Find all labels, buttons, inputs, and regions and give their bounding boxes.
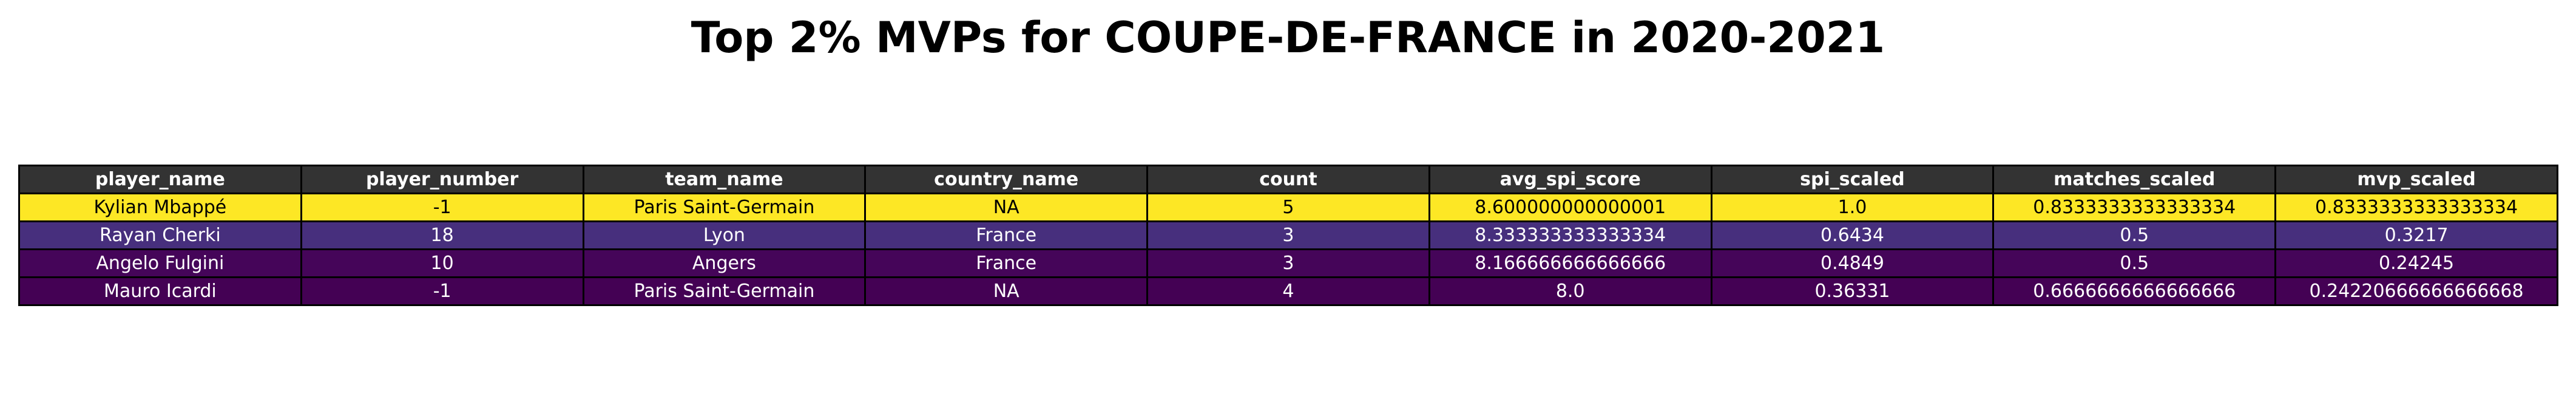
cell-country-name: France bbox=[864, 248, 1149, 278]
table-row: Mauro Icardi -1 Paris Saint-Germain NA 4 8.0 0… bbox=[18, 276, 2558, 306]
column-header-player-name: player_name bbox=[18, 165, 302, 194]
cell-spi-scaled: 0.4849 bbox=[1710, 248, 1995, 278]
cell-country-name: France bbox=[864, 220, 1149, 250]
column-header-mvp-scaled: mvp_scaled bbox=[2274, 165, 2558, 194]
table-row: Rayan Cherki 18 Lyon France 3 8.3333333333333… bbox=[18, 220, 2558, 250]
column-header-player-number: player_number bbox=[300, 165, 584, 194]
cell-player-name: Kylian Mbappé bbox=[18, 193, 302, 222]
cell-matches-scaled: 0.5 bbox=[1992, 248, 2277, 278]
cell-team-name: Paris Saint-Germain bbox=[582, 193, 867, 222]
cell-matches-scaled: 0.6666666666666666 bbox=[1992, 276, 2277, 306]
column-header-team-name: team_name bbox=[582, 165, 867, 194]
cell-count: 5 bbox=[1146, 193, 1430, 222]
table-row: Kylian Mbappé -1 Paris Saint-Germain NA 5 8.6… bbox=[18, 193, 2558, 222]
cell-team-name: Lyon bbox=[582, 220, 867, 250]
cell-player-number: 10 bbox=[300, 248, 584, 278]
cell-matches-scaled: 0.5 bbox=[1992, 220, 2277, 250]
cell-avg-spi-score: 8.0 bbox=[1428, 276, 1712, 306]
cell-spi-scaled: 0.36331 bbox=[1710, 276, 1995, 306]
cell-avg-spi-score: 8.600000000000001 bbox=[1428, 193, 1712, 222]
cell-spi-scaled: 1.0 bbox=[1710, 193, 1995, 222]
cell-team-name: Paris Saint-Germain bbox=[582, 276, 867, 306]
cell-count: 4 bbox=[1146, 276, 1430, 306]
cell-avg-spi-score: 8.333333333333334 bbox=[1428, 220, 1712, 250]
header-row: player_name player_number team_name coun… bbox=[18, 165, 2558, 194]
column-header-country-name: country_name bbox=[864, 165, 1149, 194]
cell-mvp-scaled: 0.3217 bbox=[2274, 220, 2558, 250]
cell-player-name: Angelo Fulgini bbox=[18, 248, 302, 278]
cell-count: 3 bbox=[1146, 220, 1430, 250]
cell-player-number: -1 bbox=[300, 193, 584, 222]
cell-player-name: Mauro Icardi bbox=[18, 276, 302, 306]
mvp-table: player_name player_number team_name coun… bbox=[18, 165, 2558, 306]
cell-player-number: 18 bbox=[300, 220, 584, 250]
cell-mvp-scaled: 0.8333333333333334 bbox=[2274, 193, 2558, 222]
cell-player-name: Rayan Cherki bbox=[18, 220, 302, 250]
column-header-count: count bbox=[1146, 165, 1430, 194]
cell-country-name: NA bbox=[864, 276, 1149, 306]
cell-country-name: NA bbox=[864, 193, 1149, 222]
cell-spi-scaled: 0.6434 bbox=[1710, 220, 1995, 250]
cell-avg-spi-score: 8.166666666666666 bbox=[1428, 248, 1712, 278]
table-body: Kylian Mbappé -1 Paris Saint-Germain NA 5 8.6… bbox=[18, 193, 2558, 306]
column-header-spi-scaled: spi_scaled bbox=[1710, 165, 1995, 194]
cell-player-number: -1 bbox=[300, 276, 584, 306]
chart-title: Top 2% MVPs for COUPE-DE-FRANCE in 2020-… bbox=[691, 13, 1885, 63]
cell-matches-scaled: 0.8333333333333334 bbox=[1992, 193, 2277, 222]
cell-count: 3 bbox=[1146, 248, 1430, 278]
column-header-avg-spi-score: avg_spi_score bbox=[1428, 165, 1712, 194]
table-row: Angelo Fulgini 10 Angers France 3 8.166666666… bbox=[18, 248, 2558, 278]
cell-team-name: Angers bbox=[582, 248, 867, 278]
cell-mvp-scaled: 0.24220666666666668 bbox=[2274, 276, 2558, 306]
cell-mvp-scaled: 0.24245 bbox=[2274, 248, 2558, 278]
column-header-matches-scaled: matches_scaled bbox=[1992, 165, 2277, 194]
